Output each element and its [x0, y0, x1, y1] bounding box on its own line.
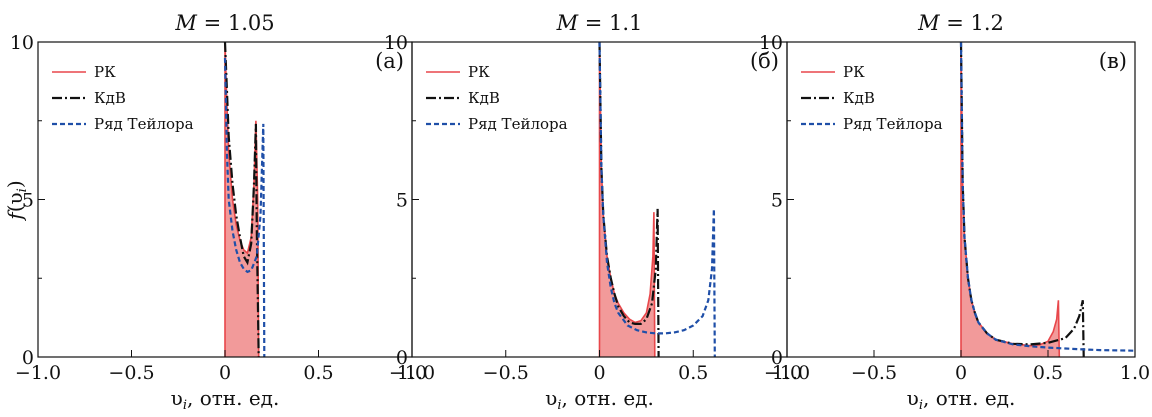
x-axis-title: υi, отн. ед. — [545, 386, 654, 413]
x-tick-label: 1.0 — [772, 362, 802, 384]
y-tick-label: 5 — [771, 190, 783, 212]
series-line-2 — [959, 42, 1085, 357]
y-tick-label: 10 — [759, 32, 783, 54]
series-fill-1 — [961, 42, 1060, 357]
legend-label: РК — [94, 63, 116, 81]
x-tick-label: −1.0 — [389, 362, 435, 384]
x-tick-label: 0 — [593, 362, 605, 384]
legend-label: РК — [843, 63, 865, 81]
legend-label: РК — [468, 63, 490, 81]
series-fill-1 — [225, 42, 259, 357]
panel-letter: (в) — [1099, 49, 1127, 73]
y-tick-label: 5 — [396, 190, 408, 212]
series-line-1 — [960, 42, 1061, 357]
legend-label: КдВ — [468, 89, 500, 107]
legend-label: Ряд Тейлора — [468, 115, 568, 133]
panel-title: M = 1.1 — [556, 11, 643, 35]
legend-label: КдВ — [843, 89, 875, 107]
legend-label: Ряд Тейлора — [843, 115, 943, 133]
x-tick-label: −0.5 — [108, 362, 154, 384]
x-tick-label: 0.5 — [303, 362, 333, 384]
x-axis-title: υi, отн. ед. — [171, 386, 280, 413]
series-line-3 — [959, 42, 1135, 352]
panel-letter: (б) — [750, 49, 779, 73]
series-line-2 — [223, 42, 260, 357]
x-tick-label: 0 — [219, 362, 231, 384]
y-tick-label: 0 — [22, 347, 34, 369]
x-tick-label: −0.5 — [483, 362, 529, 384]
y-tick-label: 0 — [396, 347, 408, 369]
x-tick-label: 1.0 — [1120, 362, 1150, 384]
panel-title: M = 1.05 — [174, 11, 274, 35]
y-tick-label: 5 — [22, 190, 34, 212]
y-tick-label: 10 — [384, 32, 408, 54]
x-tick-label: 0.5 — [678, 362, 708, 384]
legend-label: КдВ — [94, 89, 126, 107]
x-tick-label: 1.0 — [397, 362, 427, 384]
panel-title: M = 1.2 — [917, 11, 1004, 35]
y-tick-label: 0 — [771, 347, 783, 369]
x-tick-label: −1.0 — [15, 362, 61, 384]
panel-letter: (а) — [375, 49, 404, 73]
series-line-3 — [598, 42, 716, 357]
x-axis-title: υi, отн. ед. — [907, 386, 1016, 413]
series-fill-1 — [599, 42, 655, 357]
x-tick-label: 0 — [955, 362, 967, 384]
x-tick-label: 0.5 — [1033, 362, 1063, 384]
y-tick-label: 10 — [10, 32, 34, 54]
x-tick-label: −0.5 — [851, 362, 897, 384]
y-axis-title: f(υi) — [3, 180, 30, 221]
x-tick-label: −1.0 — [764, 362, 810, 384]
legend-label: Ряд Тейлора — [94, 115, 194, 133]
